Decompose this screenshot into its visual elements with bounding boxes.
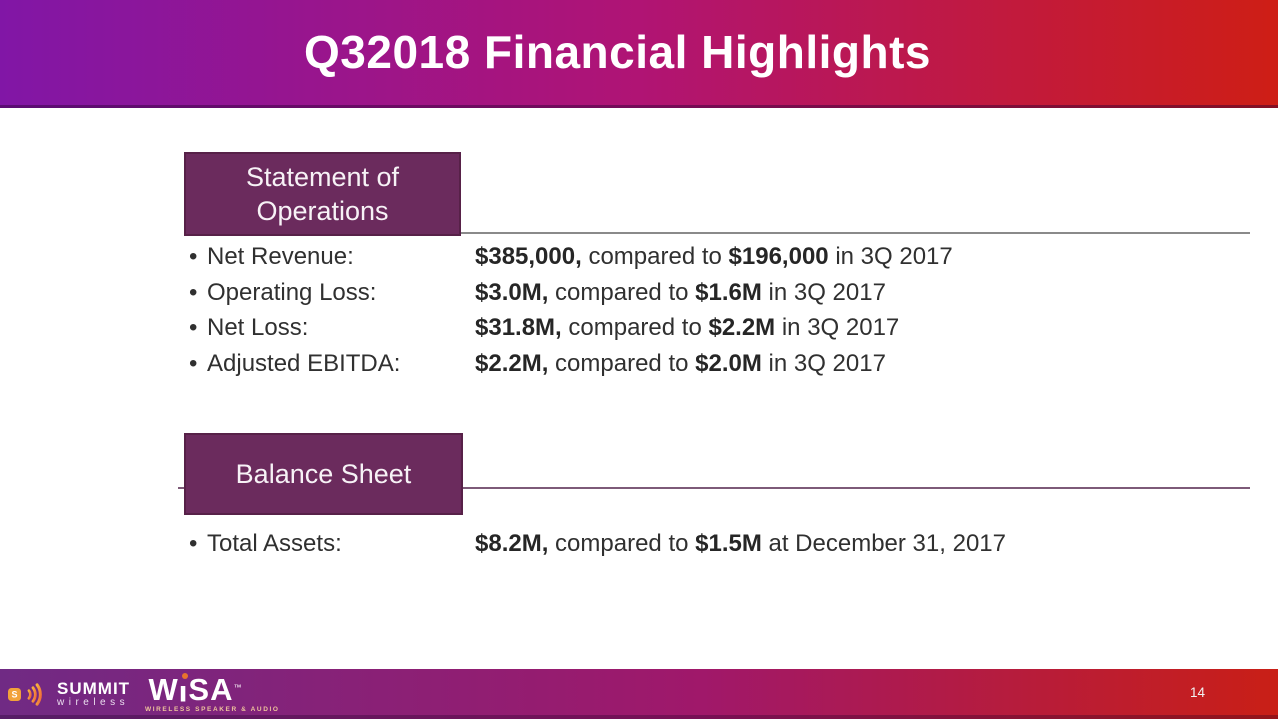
svg-text:S: S (11, 690, 17, 700)
list-item: • Adjusted EBITDA: $2.2M, compared to $2… (0, 350, 1278, 386)
summit-speaker-waves-icon: S (8, 683, 42, 706)
header-bar: Q32018 Financial Highlights (0, 0, 1278, 108)
list-item: • Operating Loss: $3.0M, compared to $1.… (0, 279, 1278, 315)
bullet-icon: • (189, 314, 198, 341)
list-item: • Net Revenue: $385,000, compared to $19… (0, 243, 1278, 279)
operations-heading-box: Statement of Operations (184, 152, 461, 236)
page-number: 14 (1189, 684, 1205, 700)
operations-heading-line1: Statement of (245, 162, 400, 192)
wisa-logo-wordmark: WISA™ (148, 672, 242, 707)
page-title: Q32018 Financial Highlights (304, 26, 931, 78)
list-item: • Net Loss: $31.8M, compared to $2.2M in… (0, 314, 1278, 350)
wisa-logo: WISA™ WIRELESS SPEAKER & AUDIO (145, 672, 280, 713)
item-label: Net Loss: (207, 314, 309, 341)
trademark-symbol: ™ (233, 683, 242, 692)
summit-logo-name: SUMMIT (57, 679, 131, 698)
wisa-logo-tagline: WIRELESS SPEAKER & AUDIO (145, 706, 280, 713)
bullet-icon: • (189, 350, 198, 377)
item-value: $8.2M, compared to $1.5M at December 31,… (475, 530, 1006, 557)
bullet-icon: • (189, 279, 198, 306)
item-value: $385,000, compared to $196,000 in 3Q 201… (475, 243, 953, 270)
item-label: Net Revenue: (207, 243, 354, 270)
item-value: $3.0M, compared to $1.6M in 3Q 2017 (475, 279, 886, 306)
item-label: Adjusted EBITDA: (207, 350, 401, 377)
list-item: • Total Assets: $8.2M, compared to $1.5M… (0, 530, 1278, 566)
item-label: Total Assets: (207, 530, 342, 557)
balance-heading-box: Balance Sheet (184, 433, 463, 515)
balance-heading: Balance Sheet (235, 459, 412, 489)
item-value: $31.8M, compared to $2.2M in 3Q 2017 (475, 314, 900, 341)
wisa-i-dot-icon (181, 673, 188, 679)
operations-heading-line2: Operations (256, 196, 389, 226)
item-label: Operating Loss: (207, 279, 377, 306)
summit-wireless-logo: S SUMMIT wireless (5, 672, 130, 716)
balance-divider-line (178, 487, 1250, 489)
bullet-icon: • (189, 530, 198, 557)
summit-logo-subtitle: wireless (57, 697, 130, 708)
bullet-icon: • (189, 243, 198, 270)
summit-logo-text: SUMMIT wireless (57, 680, 130, 708)
operations-divider-line (184, 232, 1250, 234)
item-value: $2.2M, compared to $2.0M in 3Q 2017 (475, 350, 886, 377)
footer-bar: S SUMMIT wireless WISA™ WIRELESS SPEAKER… (0, 669, 1278, 719)
